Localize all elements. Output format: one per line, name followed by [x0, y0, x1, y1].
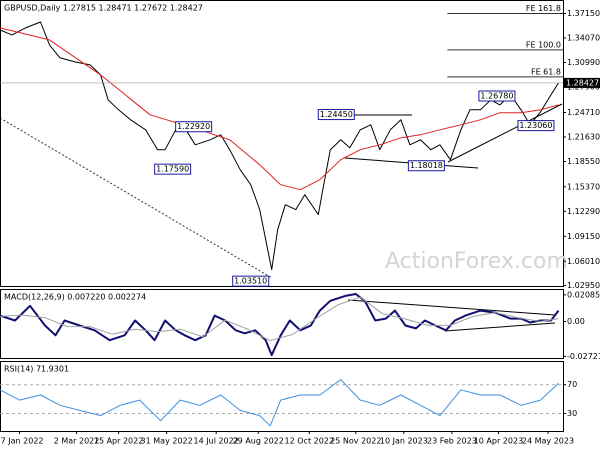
- price-label: 1.26780: [480, 92, 513, 101]
- x-tick-label: 23 Feb 2023: [427, 437, 477, 446]
- fib-label: FE 161.8: [526, 4, 561, 13]
- x-tick-label: 14 Jul 2022: [194, 437, 239, 446]
- price-label: 1.03510: [234, 277, 267, 286]
- trend-line: [444, 322, 556, 332]
- last-price-label: 1.28427: [566, 78, 599, 87]
- x-tick-label: 31 May 2022: [141, 437, 193, 446]
- panel-title: GBPUSD,Daily 1.27815 1.28471 1.27672 1.2…: [4, 4, 203, 13]
- y-tick-label: 1.21630: [567, 132, 600, 141]
- price-label: 1.17590: [156, 165, 189, 174]
- panel-title: RSI(14) 71.9301: [4, 365, 69, 374]
- trend-line: [347, 299, 556, 316]
- y-tick-label: 1.30990: [567, 58, 600, 67]
- y-tick-label: 0.020858: [567, 290, 600, 299]
- y-tick-label: 1.15370: [567, 182, 600, 191]
- price-label: 1.23060: [519, 121, 552, 130]
- panel-frame: [0, 0, 564, 287]
- panel-title: MACD(12,26,9) 0.007220 0.002274: [4, 293, 146, 302]
- series-line: [0, 27, 559, 191]
- x-tick-label: 15 Apr 2022: [94, 437, 143, 446]
- price-label-box: [407, 160, 445, 172]
- price-label-box: [175, 121, 213, 133]
- price-label: 1.22920: [177, 122, 210, 131]
- x-tick-label: 29 Aug 2022: [233, 437, 284, 446]
- y-tick-label: 1.12290: [567, 207, 600, 216]
- y-tick-label: 0.00: [567, 317, 585, 326]
- y-tick-label: 1.09150: [567, 232, 600, 241]
- panel-frame: [0, 361, 564, 432]
- price-label: 1.24450: [320, 110, 353, 119]
- price-label-box: [478, 90, 516, 102]
- series-line: [0, 379, 559, 427]
- series-line: [0, 296, 559, 342]
- x-tick-label: 12 Oct 2022: [285, 437, 334, 446]
- price-label-box: [232, 275, 270, 287]
- last-price-box: [564, 77, 600, 88]
- y-tick-label: 1.18550: [567, 157, 600, 166]
- watermark: ActionForex.com: [385, 249, 568, 274]
- x-tick-label: 10 Jan 2023: [380, 437, 428, 446]
- fib-label: FE 100.0: [526, 40, 561, 49]
- x-tick-label: 2 Mar 2022: [54, 437, 100, 446]
- x-tick-label: 24 May 2023: [522, 437, 574, 446]
- y-tick-label: 70: [567, 380, 577, 389]
- series-line: [0, 293, 560, 357]
- y-tick-label: 1.06010: [567, 257, 600, 266]
- y-tick-label: 1.34070: [567, 34, 600, 43]
- trend-line: [447, 103, 563, 163]
- x-tick-label: 25 Nov 2022: [330, 437, 381, 446]
- y-tick-label: 1.24710: [567, 108, 600, 117]
- series-line: [0, 21, 559, 270]
- x-tick-label: 17 Jan 2022: [0, 437, 44, 446]
- trend-line: [0, 117, 273, 279]
- price-label-box: [317, 109, 355, 121]
- panel-frame: [0, 289, 564, 359]
- x-tick-label: 10 Apr 2023: [474, 437, 523, 446]
- y-tick-label: 1.37150: [567, 9, 600, 18]
- price-label-box: [154, 163, 192, 175]
- price-label-box: [517, 120, 555, 132]
- fib-label: FE 61.8: [531, 67, 561, 76]
- y-tick-label: 30: [567, 409, 577, 418]
- y-tick-label: 1.02950: [567, 281, 600, 290]
- price-label: 1.18018: [410, 161, 443, 170]
- y-tick-label: -0.027213: [567, 352, 600, 361]
